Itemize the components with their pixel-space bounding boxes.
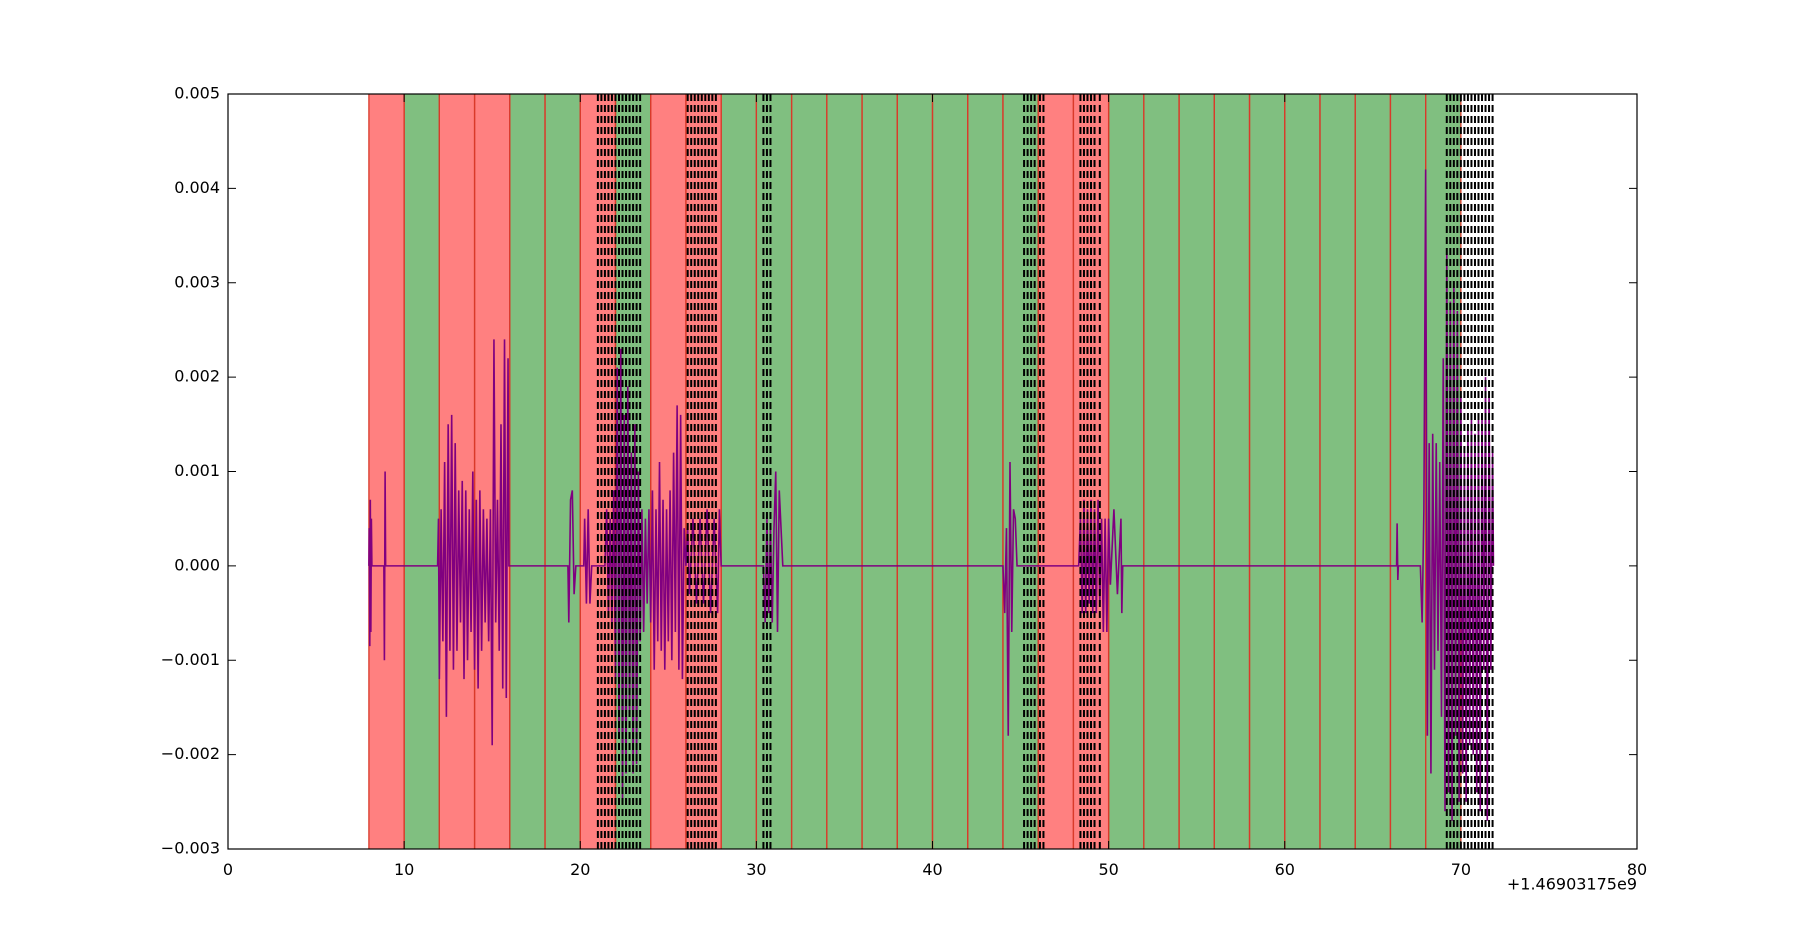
x-tick-label: 10: [394, 860, 414, 879]
span: [897, 94, 933, 849]
x-tick-label: 40: [922, 860, 942, 879]
span: [791, 94, 827, 849]
x-tick-label: 80: [1627, 860, 1647, 879]
x-tick-label: 30: [746, 860, 766, 879]
y-tick-label: −0.001: [161, 650, 220, 669]
y-tick-label: 0.001: [174, 461, 220, 480]
span: [1179, 94, 1215, 849]
x-tick-label: 50: [1098, 860, 1118, 879]
y-tick-label: −0.002: [161, 744, 220, 763]
span: [826, 94, 863, 849]
span: [1249, 94, 1285, 849]
span: [509, 94, 546, 849]
span: [1284, 94, 1320, 849]
y-tick-label: 0.005: [174, 84, 220, 103]
x-tick-label: 0: [223, 860, 233, 879]
x-offset-label: +1.46903175e9: [1507, 875, 1637, 894]
y-tick-label: 0.004: [174, 178, 220, 197]
span: [967, 94, 1003, 849]
span: [932, 94, 968, 849]
span: [545, 94, 581, 849]
span: [1214, 94, 1250, 849]
span: [862, 94, 898, 849]
y-tick-label: 0.000: [174, 555, 220, 574]
signal-line: [368, 169, 1495, 821]
span: [1143, 94, 1180, 849]
span: [1390, 94, 1426, 849]
span: [368, 94, 405, 849]
y-tick-label: −0.003: [161, 839, 220, 858]
y-tick-label: 0.002: [174, 367, 220, 386]
span: [1319, 94, 1356, 849]
y-tick-label: 0.003: [174, 272, 220, 291]
span: [721, 94, 757, 849]
x-tick-label: 60: [1275, 860, 1295, 879]
span: [1108, 94, 1144, 849]
span: [404, 94, 440, 849]
span: [1355, 94, 1391, 849]
x-tick-label: 70: [1451, 860, 1471, 879]
x-tick-label: 20: [570, 860, 590, 879]
span: [756, 94, 792, 849]
